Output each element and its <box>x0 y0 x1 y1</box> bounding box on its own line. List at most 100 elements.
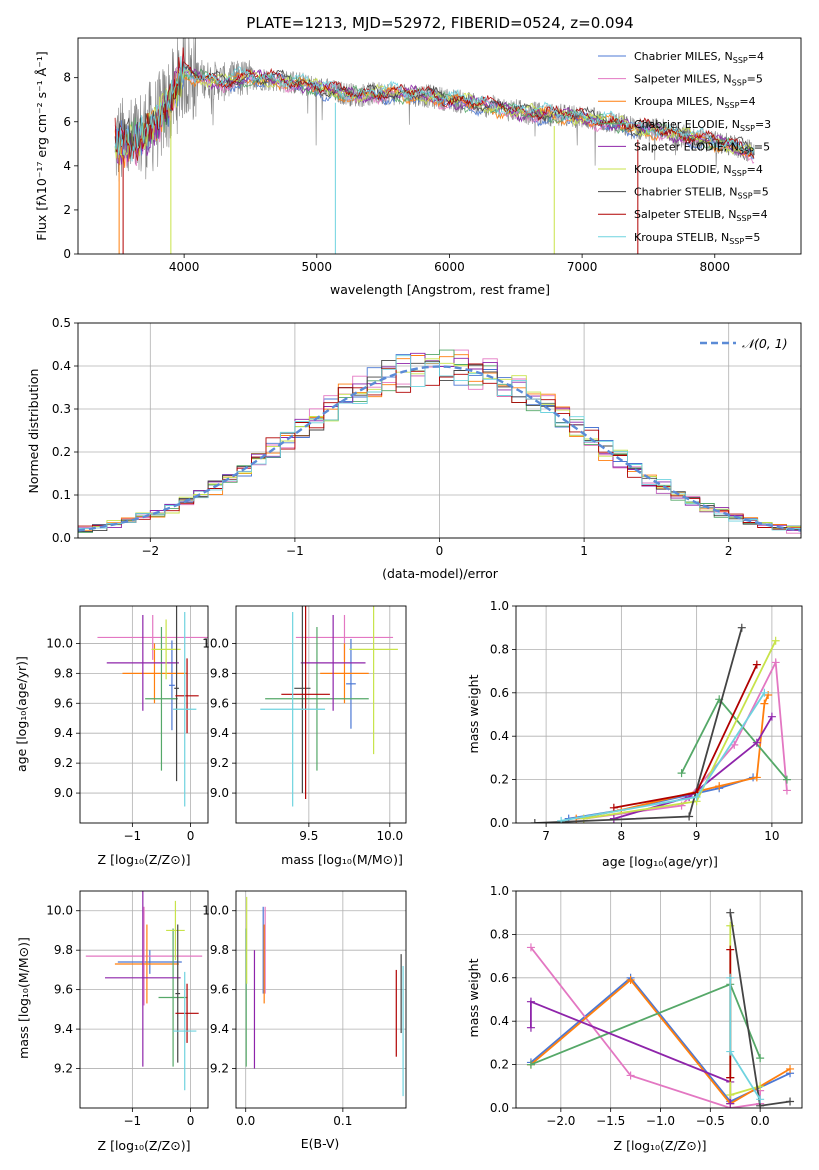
legend-sub: SSP <box>733 56 748 65</box>
plot-area <box>97 606 208 807</box>
x-tick-label: −1 <box>286 544 304 558</box>
weight-marker <box>726 1047 735 1056</box>
axes-frame <box>77 37 802 255</box>
y-tick-label: 8 <box>63 71 71 85</box>
weight-marker <box>767 712 776 721</box>
y-tick-label: 6 <box>63 115 71 129</box>
weight-marker <box>526 943 535 952</box>
plot-area <box>526 908 795 1108</box>
weight-marker <box>609 803 618 812</box>
x-tick-label: −2 <box>141 544 159 558</box>
y-tick-label: 9.2 <box>210 1062 229 1076</box>
axes-frame <box>79 890 209 1109</box>
weight-marker <box>752 773 761 782</box>
legend-text: Salpeter ELODIE, N <box>634 140 739 153</box>
weight-line <box>583 640 777 820</box>
w-Z-xlabel: Z [log₁₀(Z/Z⊙)] <box>614 1138 707 1153</box>
legend-text: Kroupa ELODIE, N <box>634 163 732 176</box>
legend-label: Chabrier STELIB, NSSP=5 <box>634 186 769 201</box>
weight-marker <box>737 623 746 632</box>
y-tick-label: 0.0 <box>490 816 509 830</box>
weight-marker <box>730 740 739 749</box>
normal-curve <box>78 365 801 532</box>
weight-vs-age-plot: 7 8 9 10 0.0 0.2 0.4 0.6 0.8 1.0 <box>490 599 803 843</box>
residuals-xlabel: (data-model)/error <box>382 566 499 581</box>
weight-marker <box>626 1071 635 1080</box>
y-tick-label: 10.0 <box>46 904 73 918</box>
legend-label: Salpeter MILES, NSSP=5 <box>634 73 763 88</box>
legend-sub: SSP <box>732 169 747 178</box>
y-tick-label: 0.8 <box>490 642 509 656</box>
x-tick-label: 5000 <box>302 260 333 274</box>
legend-count: =5 <box>747 73 763 86</box>
weight-marker <box>752 738 761 747</box>
weight-marker <box>782 786 791 795</box>
legend-count: =5 <box>754 140 770 153</box>
x-tick-label: 9.5 <box>299 829 318 843</box>
legend-label: Salpeter STELIB, NSSP=4 <box>634 208 768 223</box>
plot-area <box>260 606 398 807</box>
M-Z-ylabel: mass [log₁₀(M/M⊙)] <box>16 937 31 1059</box>
weight-marker <box>692 792 701 801</box>
legend-sub: SSP <box>724 101 739 110</box>
weight-marker <box>526 997 535 1006</box>
y-tick-label: 0.4 <box>490 729 509 743</box>
x-tick-label: −1.0 <box>646 1114 675 1128</box>
y-tick-label: 0.0 <box>52 531 71 545</box>
x-tick-label: 0 <box>187 1114 195 1128</box>
x-tick-label: 0 <box>187 829 195 843</box>
y-tick-label: 9.8 <box>210 943 229 957</box>
mass-vs-ebv-plot: 0.0 0.1 9.2 9.4 9.6 9.8 10.0 <box>202 890 407 1128</box>
legend-count: =4 <box>747 163 763 176</box>
legend-label: Kroupa STELIB, NSSP=5 <box>634 231 760 246</box>
weight-marker <box>760 688 769 697</box>
weight-line <box>568 776 754 820</box>
y-tick-label: 1.0 <box>490 599 509 613</box>
legend-sub: SSP <box>740 124 755 133</box>
weight-marker <box>557 816 566 823</box>
spectrum-plot: 4000 5000 6000 7000 8000 0 2 4 6 8 Chabrier MILES,… <box>63 37 802 274</box>
y-tick-label: 0.2 <box>52 445 71 459</box>
y-tick-label: 0.4 <box>490 1014 509 1028</box>
x-tick-label: 0.0 <box>751 1114 770 1128</box>
legend-count: =5 <box>744 231 760 244</box>
legend-sub: SSP <box>729 237 744 246</box>
weight-marker <box>526 1023 535 1032</box>
legend-sub: SSP <box>738 192 753 201</box>
x-tick-label: −2.0 <box>546 1114 575 1128</box>
x-tick-label: 8000 <box>699 260 730 274</box>
y-tick-label: 0.0 <box>490 1101 509 1115</box>
legend-label: Chabrier MILES, NSSP=4 <box>634 50 764 65</box>
y-tick-label: 10.0 <box>202 904 229 918</box>
weight-marker <box>685 812 694 821</box>
legend-count: =3 <box>755 118 771 131</box>
weight-marker <box>771 658 780 667</box>
x-tick-label: 2 <box>725 544 733 558</box>
y-tick-label: 0 <box>63 247 71 261</box>
weight-marker <box>756 1054 765 1063</box>
age-vs-mass-plot: 9.5 10.0 9.0 9.2 9.4 9.6 9.8 10.0 <box>202 605 407 843</box>
weight-vs-metallicity-plot: −2.0 −1.5 −1.0 −0.5 0.0 0.0 0.2 0.4 0.6 0.8 1.0 <box>490 884 803 1128</box>
weight-marker <box>530 819 539 823</box>
x-tick-label: 8 <box>618 829 626 843</box>
plot-area <box>245 896 404 1097</box>
residuals-ylabel: Normed distribution <box>26 369 41 494</box>
weight-marker <box>715 782 724 791</box>
y-tick-label: 9.6 <box>210 983 229 997</box>
plot-area <box>114 38 755 254</box>
y-tick-label: 9.6 <box>54 696 73 710</box>
axes-frame <box>79 605 209 824</box>
plot-area <box>85 891 203 1091</box>
weight-marker <box>726 945 735 954</box>
legend-label: Chabrier ELODIE, NSSP=3 <box>634 118 771 133</box>
y-tick-label: 0.1 <box>52 488 71 502</box>
weight-marker <box>786 1064 795 1073</box>
legend-text: Chabrier MILES, N <box>634 50 733 63</box>
y-tick-label: 9.8 <box>54 943 73 957</box>
weight-marker <box>677 769 686 778</box>
age-M-xlabel: mass [log₁₀(M/M⊙)] <box>281 852 403 867</box>
legend-text: Chabrier ELODIE, N <box>634 118 740 131</box>
legend-count: =4 <box>748 50 764 63</box>
weight-line <box>530 946 761 1108</box>
legend-label: Salpeter ELODIE, NSSP=5 <box>634 140 770 155</box>
